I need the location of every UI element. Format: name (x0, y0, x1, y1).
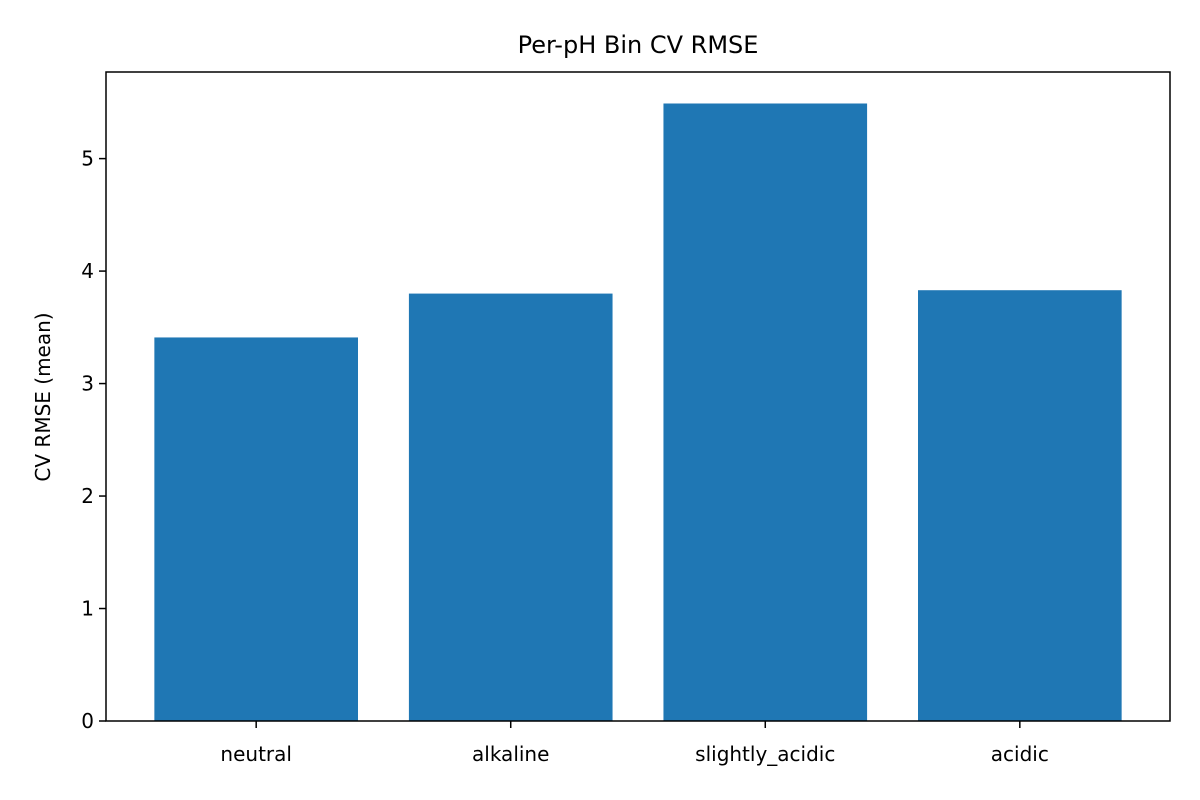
y-tick-label: 5 (81, 147, 94, 171)
bar-slightly_acidic (663, 103, 868, 721)
y-tick-label: 0 (81, 709, 94, 733)
bar-acidic (918, 290, 1122, 721)
y-axis-label: CV RMSE (mean) (31, 312, 55, 481)
bar-alkaline (408, 293, 613, 721)
x-tick-label: acidic (991, 742, 1049, 766)
plot-frame (105, 71, 1171, 722)
x-tick-label: neutral (220, 742, 292, 766)
bars-group (154, 103, 1122, 721)
y-ticks-group: 0 1 2 3 4 5 (81, 147, 106, 733)
y-tick-label: 2 (81, 484, 94, 508)
chart-title: Per-pH Bin CV RMSE (518, 31, 759, 59)
x-ticks-group: neutral alkaline slightly_acidic acidic (220, 721, 1049, 766)
y-tick-label: 4 (81, 259, 94, 283)
x-tick-label: alkaline (472, 742, 549, 766)
y-tick-label: 3 (81, 372, 94, 396)
bar-neutral (154, 337, 358, 721)
x-tick-label: slightly_acidic (695, 742, 835, 766)
y-tick-label: 1 (81, 597, 94, 621)
